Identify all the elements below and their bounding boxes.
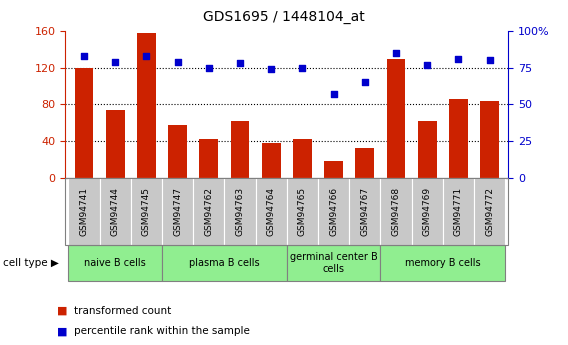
Text: GSM94768: GSM94768 bbox=[391, 187, 400, 236]
Text: transformed count: transformed count bbox=[74, 306, 171, 315]
Point bbox=[173, 59, 182, 65]
Point bbox=[329, 91, 338, 97]
Text: percentile rank within the sample: percentile rank within the sample bbox=[74, 326, 250, 336]
Bar bbox=[481, 101, 499, 178]
Text: GSM94765: GSM94765 bbox=[298, 187, 307, 236]
Point bbox=[204, 65, 214, 70]
Point bbox=[267, 66, 276, 72]
Point bbox=[80, 53, 89, 59]
Bar bbox=[293, 139, 312, 178]
Bar bbox=[199, 139, 218, 178]
Bar bbox=[418, 121, 437, 178]
Bar bbox=[168, 125, 187, 178]
Point bbox=[485, 58, 494, 63]
Text: germinal center B
cells: germinal center B cells bbox=[290, 252, 378, 274]
Text: ■: ■ bbox=[57, 326, 67, 336]
Bar bbox=[231, 121, 249, 178]
Point bbox=[423, 62, 432, 68]
Bar bbox=[137, 33, 156, 178]
Text: naive B cells: naive B cells bbox=[85, 258, 146, 268]
Bar bbox=[324, 161, 343, 178]
Text: memory B cells: memory B cells bbox=[405, 258, 481, 268]
Text: GSM94767: GSM94767 bbox=[360, 187, 369, 236]
Bar bbox=[356, 148, 374, 178]
Point bbox=[360, 80, 369, 85]
Text: GSM94766: GSM94766 bbox=[329, 187, 338, 236]
Bar bbox=[449, 99, 468, 178]
Text: GSM94771: GSM94771 bbox=[454, 187, 463, 236]
Point bbox=[391, 50, 400, 56]
Text: ■: ■ bbox=[57, 306, 67, 315]
Text: GSM94764: GSM94764 bbox=[267, 187, 275, 236]
Point bbox=[298, 65, 307, 70]
Point bbox=[142, 53, 151, 59]
Text: GSM94747: GSM94747 bbox=[173, 187, 182, 236]
Bar bbox=[74, 68, 93, 178]
Point bbox=[454, 56, 463, 62]
Bar bbox=[387, 59, 406, 178]
Text: cell type ▶: cell type ▶ bbox=[3, 258, 59, 268]
Point bbox=[236, 61, 245, 66]
Text: GSM94772: GSM94772 bbox=[485, 187, 494, 236]
Text: GSM94744: GSM94744 bbox=[111, 187, 120, 236]
Text: GDS1695 / 1448104_at: GDS1695 / 1448104_at bbox=[203, 10, 365, 24]
Point bbox=[111, 59, 120, 65]
Text: GSM94762: GSM94762 bbox=[204, 187, 214, 236]
Text: GSM94745: GSM94745 bbox=[142, 187, 151, 236]
Bar bbox=[106, 110, 124, 178]
Text: GSM94763: GSM94763 bbox=[236, 187, 245, 236]
Text: GSM94741: GSM94741 bbox=[80, 187, 89, 236]
Text: GSM94769: GSM94769 bbox=[423, 187, 432, 236]
Bar bbox=[262, 143, 281, 178]
Text: plasma B cells: plasma B cells bbox=[189, 258, 260, 268]
